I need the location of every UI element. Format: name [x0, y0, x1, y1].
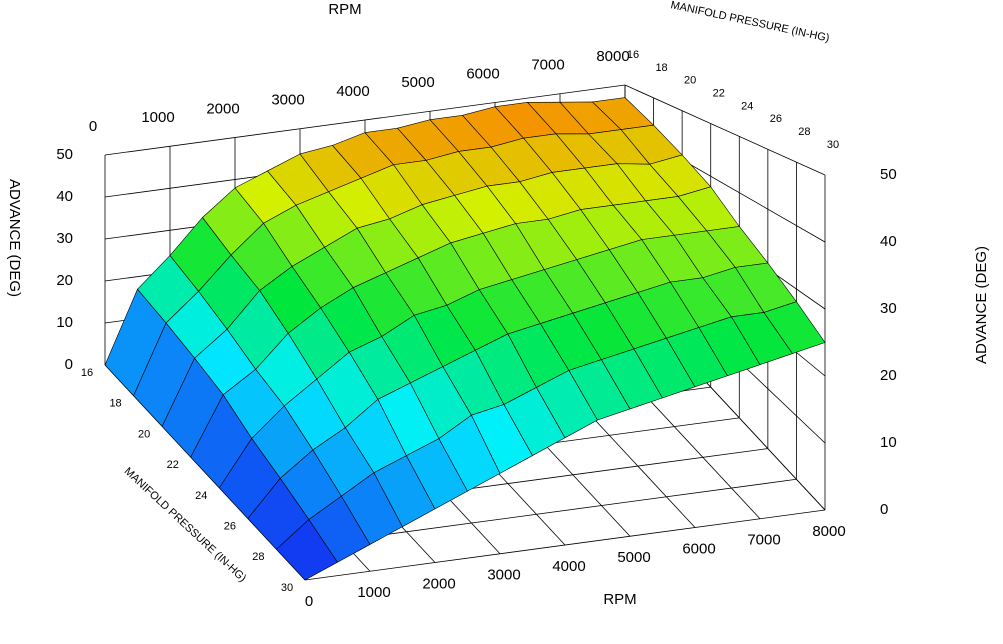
wall-grid-line: [624, 84, 826, 176]
y-tick-label: 22: [167, 459, 179, 471]
x-tick-label: 2000: [206, 100, 239, 117]
x-tick-label: 4000: [552, 558, 585, 575]
y-tick-label: 26: [224, 520, 236, 532]
y-tick-label: 18: [109, 398, 121, 410]
z-tick-label: 50: [56, 146, 73, 163]
y-tick-label: 24: [195, 490, 207, 502]
x-tick-label: 8000: [812, 523, 845, 540]
x-tick-label: 5000: [401, 74, 434, 91]
x-tick-label: 8000: [596, 48, 629, 65]
floor-grid-line: [304, 509, 826, 581]
z-tick-label: 40: [56, 188, 73, 205]
x-tick-label: 6000: [682, 540, 715, 557]
z-tick-label: 40: [880, 233, 897, 250]
y-axis-title: MANIFOLD PRESSURE (IN-HG): [670, 0, 831, 45]
z-axis-title: ADVANCE (DEG): [973, 246, 990, 364]
x-axis-title: RPM: [328, 1, 361, 18]
y-tick-label: 30: [827, 139, 839, 151]
x-tick-label: 5000: [617, 549, 650, 566]
x-tick-label: 4000: [336, 83, 369, 100]
x-tick-label: 3000: [487, 567, 520, 584]
x-axis-title: RPM: [603, 591, 636, 608]
y-tick-label: 22: [713, 87, 725, 99]
x-tick-label: 3000: [271, 92, 304, 109]
x-tick-label: 7000: [531, 57, 564, 74]
surface-cell: [763, 301, 826, 354]
z-axis-title: ADVANCE (DEG): [6, 179, 23, 297]
y-tick-label: 18: [655, 62, 667, 74]
y-tick-label: 16: [627, 49, 639, 61]
z-tick-label: 50: [880, 166, 897, 183]
y-tick-label: 30: [281, 582, 293, 594]
z-tick-label: 30: [56, 230, 73, 247]
z-tick-label: 10: [880, 434, 897, 451]
z-tick-label: 10: [56, 314, 73, 331]
x-tick-label: 2000: [422, 575, 455, 592]
y-tick-label: 20: [138, 428, 150, 440]
z-tick-label: 0: [880, 501, 888, 518]
wall-grid-line: [104, 84, 626, 156]
x-tick-label: 1000: [141, 109, 174, 126]
x-tick-label: 0: [305, 593, 313, 610]
y-tick-label: 26: [770, 113, 782, 125]
y-tick-label: 28: [798, 126, 810, 138]
y-tick-label: 20: [684, 75, 696, 87]
y-tick-label: 24: [741, 100, 753, 112]
y-tick-label: 28: [252, 551, 264, 563]
x-tick-label: 6000: [466, 65, 499, 82]
z-tick-label: 30: [880, 300, 897, 317]
x-tick-label: 0: [89, 118, 97, 135]
x-tick-label: 1000: [357, 584, 390, 601]
y-tick-label: 16: [81, 367, 93, 379]
x-tick-label: 7000: [747, 532, 780, 549]
z-tick-label: 20: [56, 272, 73, 289]
z-tick-label: 20: [880, 367, 897, 384]
z-tick-label: 0: [65, 356, 73, 373]
